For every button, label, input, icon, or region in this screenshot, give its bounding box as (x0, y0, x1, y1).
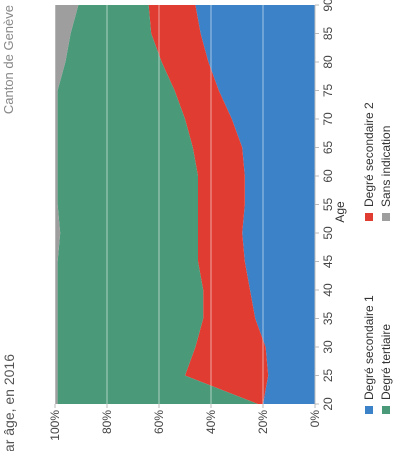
area-series-4 (55, 5, 79, 404)
legend-label: Degré secondaire 1 (362, 295, 376, 400)
y-tick-label: 80% (100, 410, 114, 434)
x-tick-label: 20 (321, 397, 335, 411)
x-tick-label: 60 (321, 169, 335, 183)
area-series-3 (57, 5, 258, 404)
x-tick-label: 85 (321, 27, 335, 41)
y-tick-label: 100% (48, 410, 62, 441)
legend-label: Degré secondaire 2 (362, 102, 376, 207)
y-tick-label: 60% (152, 410, 166, 434)
legend-swatch (365, 213, 373, 221)
x-tick-label: 35 (321, 312, 335, 326)
legend-swatch (382, 406, 390, 414)
legend-swatch (382, 213, 390, 221)
y-tick-label: 20% (256, 410, 270, 434)
x-tick-label: 65 (321, 141, 335, 155)
x-tick-label: 90 (321, 0, 335, 12)
x-tick-label: 30 (321, 340, 335, 354)
y-tick-label: 0% (308, 410, 322, 428)
legend-label: Sans indication (379, 126, 393, 207)
x-tick-label: 75 (321, 84, 335, 98)
x-tick-label: 70 (321, 112, 335, 126)
y-tick-label: 40% (204, 410, 218, 434)
chart-title-fragment: par âge, en 2016 (1, 354, 17, 451)
area-series-1 (195, 5, 315, 404)
x-tick-label: 55 (321, 198, 335, 212)
x-axis: 20 25 30 35 40 45 50 55 60 65 70 75 80 85 90 (314, 0, 335, 411)
legend-swatch (365, 406, 373, 414)
source-label: Canton de Genève (1, 5, 16, 114)
x-tick-label: 80 (321, 55, 335, 69)
area-layer (55, 5, 315, 404)
x-tick-label: 50 (321, 226, 335, 240)
legend: Degré secondaire 1 Degré tertiaire Degré s… (362, 102, 393, 414)
x-tick-label: 40 (321, 283, 335, 297)
area-series-2 (148, 5, 269, 404)
legend-label: Degré tertiaire (379, 324, 393, 400)
x-tick-label: 45 (321, 255, 335, 269)
y-axis: 0% 20% 40% 60% 80% 100% (48, 404, 322, 441)
x-axis-label: Age (333, 201, 347, 223)
x-tick-label: 25 (321, 369, 335, 383)
